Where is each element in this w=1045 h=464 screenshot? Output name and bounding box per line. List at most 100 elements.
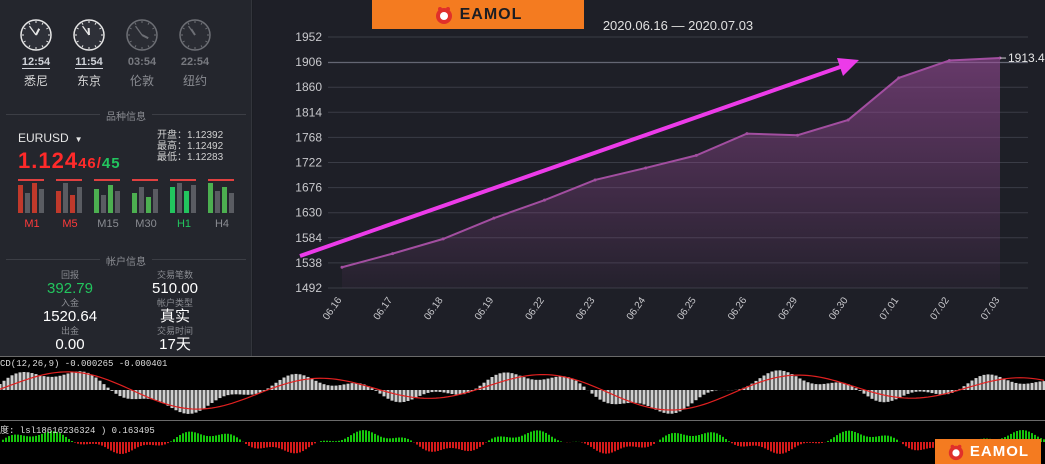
- strength-bar: [177, 183, 182, 213]
- x-tick-label: 06.24: [625, 295, 649, 322]
- bar-cap: [170, 179, 196, 181]
- timeframe-label[interactable]: M5: [62, 218, 78, 230]
- strength-bar: [222, 187, 227, 213]
- timeframe-label[interactable]: H4: [214, 218, 230, 230]
- symbol-name: EURUSD: [18, 131, 69, 145]
- account-field-value: 真实: [159, 308, 190, 325]
- strength-bar: [108, 185, 113, 213]
- low-price: 最低：1.12283: [157, 152, 224, 163]
- bar-cap: [208, 179, 234, 181]
- oscillator-panel: [0, 420, 1045, 464]
- strength-bar: [77, 187, 82, 213]
- y-tick-label: 1768: [295, 130, 322, 144]
- area-fill: [342, 58, 1000, 288]
- x-tick-label: 06.17: [372, 295, 396, 322]
- chart-title: 2020.06.16 — 2020.07.03: [603, 18, 753, 33]
- y-tick-label: 1676: [295, 181, 322, 195]
- clock-face-icon: [179, 19, 211, 51]
- strength-bar: [70, 195, 75, 213]
- clock-2: 03:54 伦敦: [124, 18, 160, 89]
- x-tick-label: 06.25: [675, 295, 699, 322]
- data-point: [846, 118, 850, 122]
- world-clocks: 12:54 悉尼 11:54 东京 03:54 伦敦 22:54 纽约: [18, 18, 243, 98]
- clock-1: 11:54 东京: [71, 18, 107, 89]
- strength-bar: [101, 195, 106, 213]
- clock-3: 22:54 纽约: [177, 18, 213, 89]
- last-value-label: 1913.43: [1008, 51, 1045, 65]
- x-tick-label: 06.29: [777, 295, 801, 322]
- clock-face-icon: [73, 19, 105, 51]
- high-price: 最高：1.12492: [157, 141, 224, 152]
- account-field-value: 392.79: [47, 280, 93, 297]
- series-line: [341, 57, 1001, 269]
- strength-bar: [191, 185, 196, 213]
- account-right-column: 交易笔数 510.00 帐户类型 真实 交易时间 17天: [120, 270, 230, 354]
- y-tick-label: 1584: [295, 231, 322, 245]
- ohl-stats: 开盘：1.12392 最高：1.12492 最低：1.12283: [157, 130, 223, 163]
- strength-bar: [56, 191, 61, 213]
- account-field-value: 510.00: [152, 280, 198, 297]
- strength-bar: [63, 183, 68, 213]
- bar-cap: [132, 179, 158, 181]
- strength-bar: [94, 189, 99, 213]
- clock-0: 12:54 悉尼: [18, 18, 54, 89]
- clock-time: 12:54: [21, 56, 51, 69]
- strength-bar: [139, 187, 144, 213]
- timeframe-bar-M30[interactable]: [132, 179, 160, 213]
- clock-city: 悉尼: [23, 74, 48, 88]
- oscillator-label: 度: lsl18616236324 ) 0.163495: [0, 426, 155, 436]
- clock-time: 11:54: [75, 56, 103, 69]
- timeframe-label[interactable]: M1: [24, 218, 40, 230]
- timeframe-strength-bars: M1 M5 M15 M30 H1 H4: [18, 179, 234, 231]
- timeframe-label[interactable]: M15: [97, 218, 119, 230]
- indicator-panels: CD(12,26,9) -0.000265 -0.000401 度: lsl18…: [0, 356, 1045, 464]
- timeframe-bar-M15[interactable]: [94, 179, 122, 213]
- x-tick-label: 06.30: [827, 295, 851, 322]
- logo-text: EAMOL: [459, 5, 523, 23]
- strength-bar: [115, 191, 120, 213]
- x-tick-label: 06.23: [574, 295, 598, 322]
- clock-time: 03:54: [127, 56, 157, 68]
- strength-bar: [229, 193, 234, 213]
- y-tick-label: 1630: [295, 206, 322, 220]
- bar-cap: [94, 179, 120, 181]
- data-point: [391, 252, 395, 256]
- x-tick-label: 07.03: [979, 295, 1003, 322]
- account-left-column: 回报 392.79 入金 1520.64 出金 0.00: [15, 270, 125, 354]
- data-point: [796, 133, 800, 137]
- equity-chart[interactable]: 1492 1538 1584 1630 1676 1722 1768 1814 1860 1906…: [253, 0, 1045, 356]
- strength-bar: [208, 183, 213, 213]
- strength-bar: [153, 189, 158, 213]
- account-field-label: 交易时间: [156, 326, 193, 336]
- trend-arrow-icon: [837, 58, 859, 76]
- account-field-value: 0.00: [55, 336, 85, 353]
- strength-bar: [184, 191, 189, 213]
- strength-bar: [18, 185, 23, 213]
- strength-bar: [132, 193, 137, 213]
- bar-cap: [56, 179, 82, 181]
- macd-signal-line: [0, 371, 1045, 411]
- x-tick-label: 06.16: [321, 295, 345, 322]
- account-field-value: 17天: [159, 336, 191, 353]
- timeframe-bar-M1[interactable]: [18, 179, 46, 213]
- timeframe-bar-H1[interactable]: [170, 179, 198, 213]
- dropdown-arrow-icon[interactable]: ▼: [74, 135, 83, 144]
- price-main: 1.124: [18, 148, 79, 173]
- equity-chart-svg: 1492 1538 1584 1630 1676 1722 1768 1814 1860 1906…: [295, 18, 1045, 322]
- trend-arrow-line: [299, 64, 844, 258]
- strength-bar: [170, 187, 175, 213]
- data-point: [947, 58, 951, 62]
- timeframe-bar-H4[interactable]: [208, 179, 236, 213]
- timeframe-label[interactable]: M30: [135, 218, 157, 230]
- price-separator: /: [96, 155, 102, 172]
- account-section-header: 帐户信息: [0, 252, 252, 268]
- clock-city: 东京: [76, 74, 101, 88]
- symbol-selector[interactable]: EURUSD ▼: [18, 131, 83, 145]
- account-field-label: 出金: [60, 326, 79, 336]
- timeframe-bar-M5[interactable]: [56, 179, 84, 213]
- bar-cap: [18, 179, 44, 181]
- y-tick-label: 1538: [295, 256, 322, 270]
- open-price: 开盘：1.12392: [157, 130, 224, 141]
- strength-bar: [25, 193, 30, 213]
- timeframe-label[interactable]: H1: [176, 218, 192, 230]
